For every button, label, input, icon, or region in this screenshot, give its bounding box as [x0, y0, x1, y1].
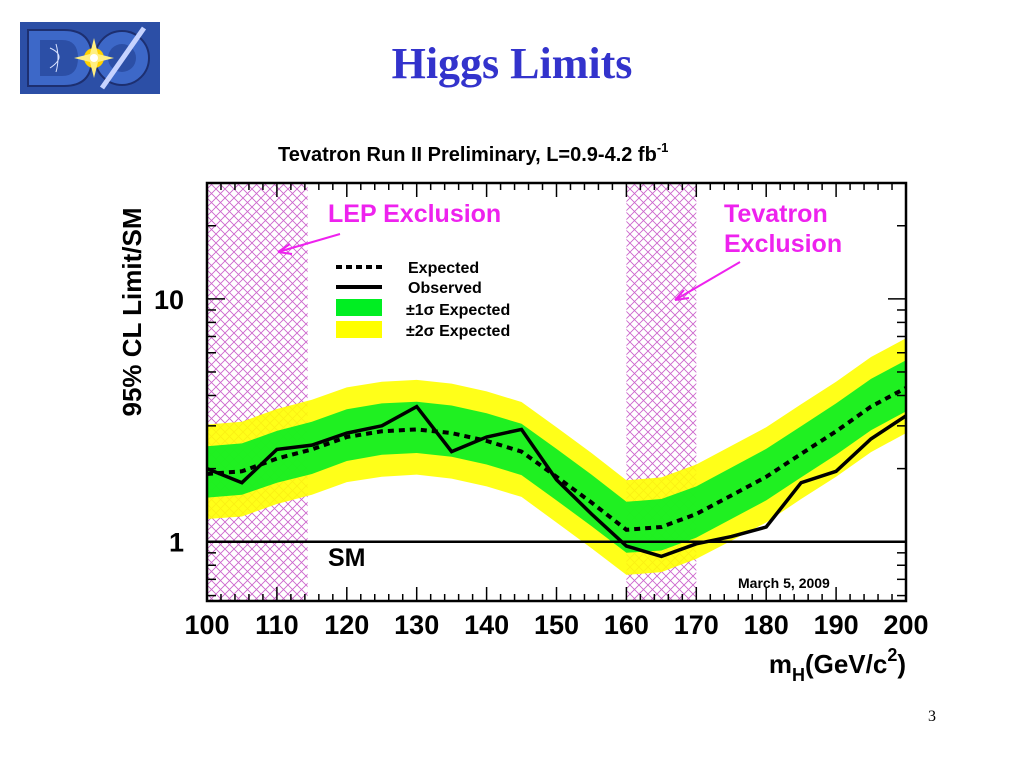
x-tick-label: 140 — [464, 610, 509, 640]
x-tick-label: 120 — [324, 610, 369, 640]
y-axis-label: 95% CL Limit/SM — [117, 207, 147, 416]
x-tick-label: 160 — [604, 610, 649, 640]
x-axis-label: mH(GeV/c2) — [769, 645, 906, 685]
tevatron-exclusion-label-line1: Tevatron — [724, 200, 828, 228]
sm-label: SM — [328, 544, 366, 572]
observed-line — [207, 404, 906, 559]
legend-1sigma-label: ±1σ Expected — [406, 302, 510, 319]
legend-1sigma-symbol — [336, 299, 382, 316]
legend-2sigma-label: ±2σ Expected — [406, 323, 510, 340]
x-tick-label: 110 — [255, 610, 299, 640]
plot-frame — [205, 181, 908, 603]
x-tick-label: 200 — [883, 610, 928, 640]
lep-exclusion-label: LEP Exclusion — [328, 200, 501, 228]
x-tick-label: 130 — [394, 610, 439, 640]
legend-expected-label: Expected — [408, 260, 479, 277]
date-label: March 5, 2009 — [738, 575, 830, 591]
chart-title: Tevatron Run II Preliminary, L=0.9-4.2 f… — [278, 140, 668, 166]
slide-title: Higgs Limits — [391, 39, 633, 88]
x-tick-label: 180 — [744, 610, 789, 640]
d0-logo — [16, 16, 164, 98]
band-1sigma — [207, 360, 906, 553]
exclusion-region-0 — [207, 183, 308, 601]
page-number: 3 — [928, 708, 936, 725]
tevatron-exclusion-label-line2: Exclusion — [724, 230, 842, 258]
y-tick-label: 10 — [154, 285, 184, 315]
legend-observed-label: Observed — [408, 280, 482, 297]
x-tick-label: 150 — [534, 610, 579, 640]
y-tick-label: 1 — [169, 528, 184, 558]
x-tick-label: 190 — [814, 610, 859, 640]
x-tick-label: 170 — [674, 610, 719, 640]
legend-2sigma-symbol — [336, 321, 382, 338]
legend: Expected Observed ±1σ Expected ±2σ Expec… — [336, 260, 510, 340]
lep-arrow-icon — [277, 233, 341, 253]
x-tick-label: 100 — [184, 610, 229, 640]
tevatron-arrow-icon — [674, 261, 741, 301]
